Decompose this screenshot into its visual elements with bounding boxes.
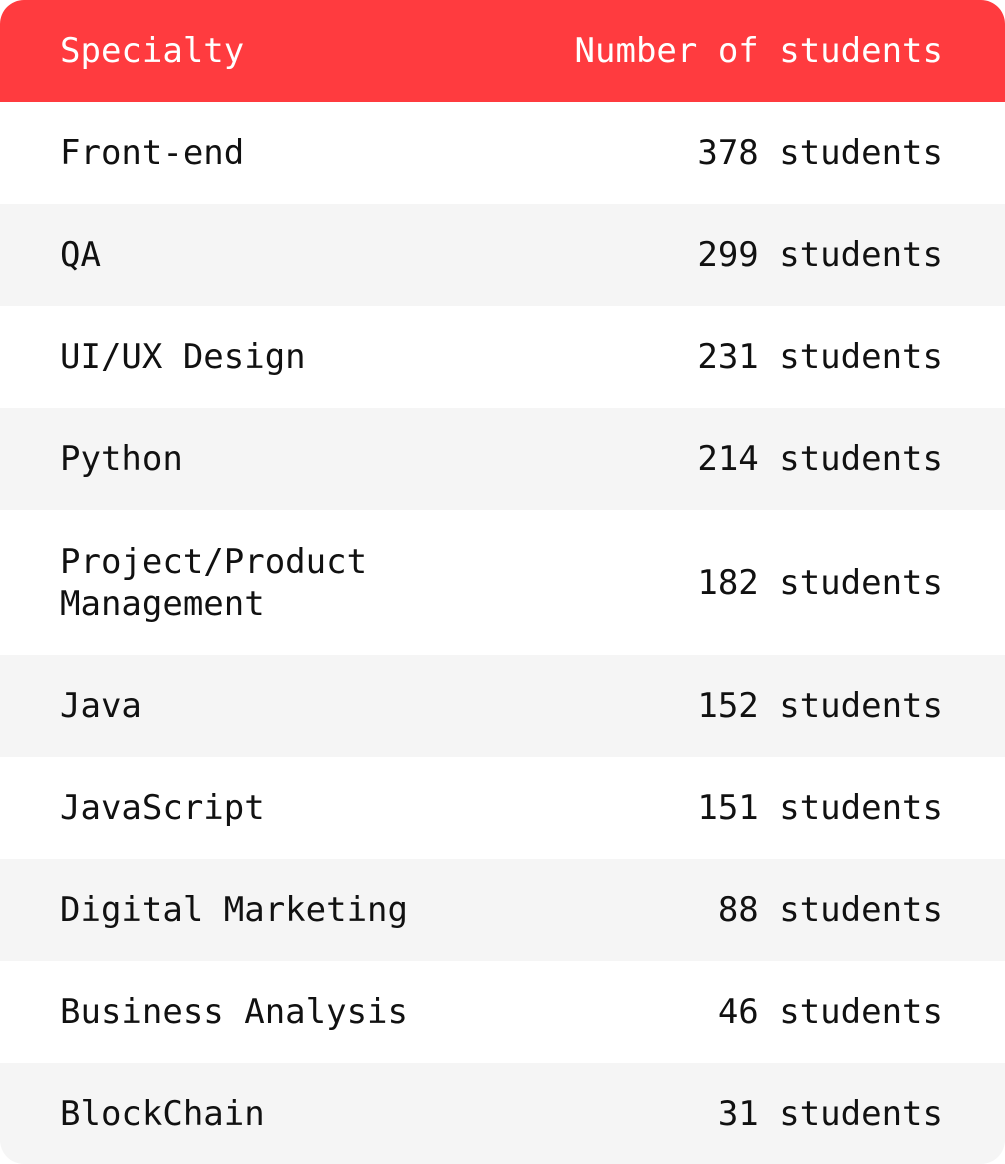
- specialty-cell: Front-end: [60, 133, 245, 173]
- count-cell: 88 students: [697, 890, 943, 930]
- count-cell: 46 students: [697, 992, 943, 1032]
- table-row: BlockChain 31 students: [0, 1063, 1005, 1164]
- specialty-cell: Python: [60, 439, 183, 479]
- table-row: UI/UX Design 231 students: [0, 306, 1005, 408]
- specialty-cell: UI/UX Design: [60, 337, 306, 377]
- specialty-column-header: Specialty: [60, 31, 245, 71]
- specialty-cell: Digital Marketing: [60, 890, 408, 930]
- specialty-cell: Business Analysis: [60, 992, 408, 1032]
- table-row: QA 299 students: [0, 204, 1005, 306]
- table-row: Business Analysis 46 students: [0, 961, 1005, 1063]
- table-body: Front-end 378 students QA 299 students U…: [0, 102, 1005, 1164]
- specialty-cell: Java: [60, 686, 142, 726]
- count-cell: 214 students: [697, 439, 943, 479]
- count-cell: 299 students: [697, 235, 943, 275]
- count-cell: 182 students: [697, 562, 943, 603]
- count-cell: 31 students: [697, 1094, 943, 1134]
- table-row: Python 214 students: [0, 408, 1005, 510]
- table-row: JavaScript 151 students: [0, 757, 1005, 859]
- count-cell: 151 students: [697, 788, 943, 828]
- table-row: Digital Marketing 88 students: [0, 859, 1005, 961]
- table-row: Project/Product Management 182 students: [0, 510, 1005, 655]
- specialty-cell: Project/Product Management: [60, 541, 368, 624]
- table-row: Java 152 students: [0, 655, 1005, 757]
- specialty-cell: BlockChain: [60, 1094, 265, 1134]
- count-cell: 231 students: [697, 337, 943, 377]
- specialty-cell: JavaScript: [60, 788, 265, 828]
- specialty-cell: QA: [60, 235, 101, 275]
- table-header: Specialty Number of students: [0, 0, 1005, 102]
- count-cell: 378 students: [697, 133, 943, 173]
- count-cell: 152 students: [697, 686, 943, 726]
- count-column-header: Number of students: [574, 31, 943, 71]
- table-row: Front-end 378 students: [0, 102, 1005, 204]
